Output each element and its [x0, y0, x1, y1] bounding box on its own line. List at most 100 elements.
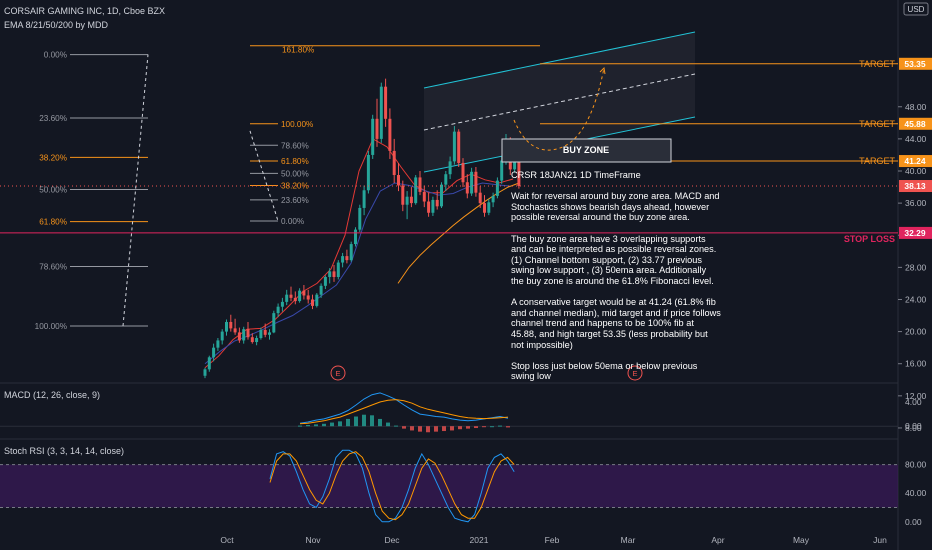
candle-body [483, 203, 486, 213]
fib-right-level-label: 78.60% [281, 141, 309, 150]
candle-body [255, 338, 259, 343]
fib-left-level-label: 78.60% [39, 263, 67, 272]
candle-body [212, 347, 216, 358]
candle-body [384, 86, 388, 119]
candle-body [474, 171, 478, 193]
macd-histogram-bar [362, 414, 366, 427]
price-label: 32.29 [904, 228, 926, 238]
candle-body [237, 332, 241, 341]
macd-histogram-bar [506, 426, 510, 428]
y-tick-label: 40.00 [905, 166, 927, 176]
y-tick-label: 28.00 [905, 262, 927, 272]
macd-histogram-bar [378, 418, 382, 427]
y-tick-label: 48.00 [905, 102, 927, 112]
macd-histogram-bar [490, 426, 494, 428]
candle-body [272, 313, 276, 333]
candle-body [349, 244, 353, 261]
macd-histogram-bar [474, 426, 478, 429]
price-label: 38.13 [904, 181, 926, 191]
candlestick-series [203, 78, 521, 379]
stoch-k-line [269, 449, 515, 523]
x-tick-label: Nov [305, 535, 321, 545]
macd-histogram-bar [346, 418, 350, 427]
candle-body [379, 86, 383, 139]
macd-histogram-bar [354, 416, 358, 427]
fib-right-level-label: 0.00% [281, 217, 304, 226]
candle-body [285, 294, 289, 302]
candle-body [405, 196, 409, 205]
fib-retracement-right: 161.80% 100.00% 78.60% 61.80% 50.00% 38.20% 23… [249, 45, 540, 226]
candle-body [366, 154, 370, 191]
candle-body [289, 294, 293, 298]
fib-right-trendline [249, 130, 279, 222]
stoch-y-tick-label: 80.00 [905, 460, 927, 470]
target-label: TARGET [859, 156, 895, 166]
candle-body [315, 294, 319, 306]
candle-body [332, 271, 336, 277]
macd-title: MACD (12, 26, close, 9) [4, 390, 101, 400]
candle-body [401, 185, 405, 205]
macd-y-tick-label: 0.00 [905, 421, 922, 431]
candle-body [276, 306, 280, 314]
candle-body [495, 180, 499, 196]
macd-histogram-bar [394, 425, 398, 427]
macd-histogram-bar [458, 426, 462, 430]
candle-body [354, 229, 357, 245]
candle-body [500, 160, 504, 181]
y-tick-label: 24.00 [905, 294, 927, 304]
note-paragraph-1: Wait for reversal around buy zone area. … [511, 191, 720, 223]
buy-zone-label: BUY ZONE [563, 145, 609, 155]
stoch-rsi-panel [0, 449, 898, 523]
candle-body [311, 299, 314, 306]
macd-histogram-bar [466, 426, 470, 429]
macd-histogram-bar [338, 421, 342, 427]
fib-right-level-label: 38.20% [281, 181, 309, 190]
macd-histogram-bar [498, 425, 502, 427]
fib-left-level-label: 61.80% [39, 218, 67, 227]
candle-body [487, 202, 491, 213]
candle-body [242, 329, 246, 341]
macd-histogram-bar [370, 415, 374, 427]
macd-histogram-bar [314, 424, 318, 427]
fib-left-level-label: 0.00% [44, 51, 67, 60]
ema-21-line [204, 182, 512, 365]
candle-body [392, 150, 396, 176]
macd-panel [0, 392, 898, 433]
candle-body [220, 331, 224, 341]
y-tick-label: 16.00 [905, 359, 927, 369]
y-tick-label: 36.00 [905, 198, 927, 208]
candle-body [345, 256, 349, 261]
x-tick-label: May [793, 535, 810, 545]
candle-body [319, 285, 323, 295]
candle-body [422, 191, 426, 202]
price-label: 45.88 [904, 119, 926, 129]
candle-body [216, 340, 220, 348]
note-paragraph-3: A conservative target would be at 41.24 … [511, 297, 721, 350]
fib-left-level-label: 100.00% [35, 322, 67, 331]
candle-body [293, 297, 297, 302]
candle-body [491, 195, 495, 203]
candle-body [207, 357, 211, 370]
price-label: 41.24 [904, 156, 926, 166]
x-tick-label: 2021 [470, 535, 489, 545]
macd-histogram-bar [298, 425, 302, 427]
buy-zone-box [501, 138, 672, 163]
macd-y-tick-label: 4.00 [905, 397, 922, 407]
y-tick-label: 44.00 [905, 134, 927, 144]
fib-right-level-label: 100.00% [281, 120, 313, 129]
fib-right-level-label: 161.80% [282, 46, 314, 55]
analysis-note: CRSR 18JAN21 1D TimeFrame Wait for rever… [511, 170, 721, 392]
candle-body [444, 174, 448, 185]
candle-body [362, 190, 366, 208]
price-label-box [899, 117, 932, 130]
candle-body [203, 369, 207, 376]
earnings-marker-circle [627, 365, 643, 381]
gridlines [0, 0, 899, 550]
macd-histogram-bar [434, 426, 438, 432]
x-tick-label: Oct [220, 535, 234, 545]
symbol-title: CORSAIR GAMING INC, 1D, Cboe BZX [4, 6, 166, 16]
price-label-box [899, 226, 932, 239]
currency-badge-box [903, 2, 929, 16]
earnings-marker: E [632, 369, 637, 378]
